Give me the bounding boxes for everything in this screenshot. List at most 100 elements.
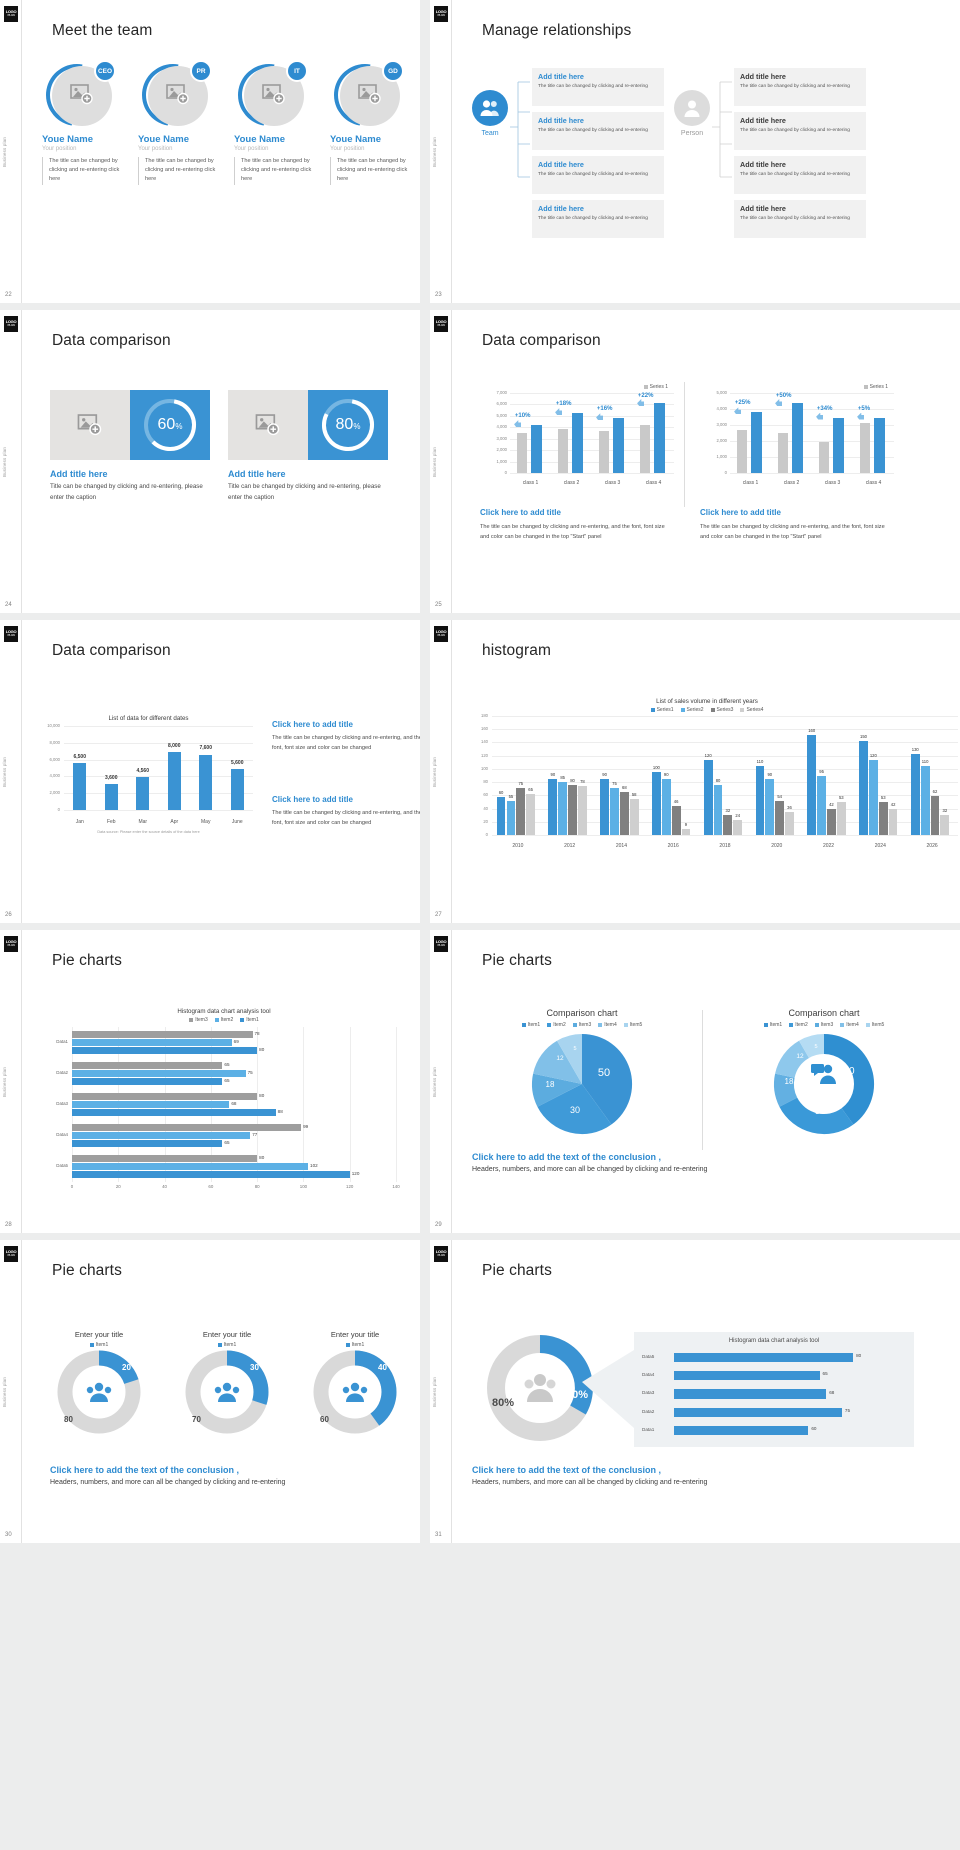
slide-rail: LOGO PLAN Business plan 25: [430, 310, 452, 613]
bar: [765, 778, 775, 835]
value-label: 90: [663, 771, 669, 777]
page-number: 31: [435, 1532, 442, 1538]
team-member[interactable]: GD Youe Name Your position The title can…: [321, 51, 418, 185]
bar: [568, 784, 577, 835]
y-tick: 180: [481, 713, 488, 718]
value-label: 3,600: [104, 774, 118, 781]
value-label: 65: [224, 1139, 230, 1145]
caption-title[interactable]: Click here to add title: [272, 720, 353, 729]
y-tick: 5,000: [496, 412, 507, 418]
relationship-card[interactable]: Add title here The title can be changed …: [734, 68, 866, 106]
value-label: 80: [259, 1093, 265, 1099]
conclusion-title[interactable]: Click here to add the text of the conclu…: [472, 1465, 662, 1475]
slide-27[interactable]: LOGO PLAN Business plan 27 histogram List…: [430, 620, 960, 930]
relationship-card[interactable]: Add title here The title can be changed …: [532, 68, 664, 106]
relationship-card[interactable]: Add title here The title can be changed …: [734, 112, 866, 150]
slide-23[interactable]: LOGO PLAN Business plan 23 Manage relatio…: [430, 0, 960, 310]
value-label: 120: [704, 752, 712, 758]
slide-30[interactable]: LOGO PLAN Business plan 30 Pie charts Ent…: [0, 1240, 420, 1550]
block-title[interactable]: Add title here: [50, 469, 108, 479]
legend-item: Item4: [840, 1022, 859, 1028]
bar: [674, 1371, 820, 1381]
card-title: Add title here: [740, 72, 786, 81]
avatar: PR: [129, 51, 217, 139]
slide-25[interactable]: LOGO PLAN Business plan 25 Data compariso…: [430, 310, 960, 620]
caption-title[interactable]: Click here to add title: [700, 508, 781, 517]
plot-area: 5,000 4,000 3,000 2,000 1,000 0 +25% +50% +34% +5…: [700, 390, 900, 479]
bar-blue: [792, 402, 803, 473]
people-icon: [480, 100, 499, 116]
comparison-block[interactable]: 80% Add title here Title can be changed …: [228, 390, 396, 504]
bar: [674, 1426, 809, 1436]
slide-22[interactable]: LOGO PLAN Business plan 22 Meet the team: [0, 0, 420, 310]
team-node[interactable]: Team: [472, 90, 508, 137]
value-label: 75: [518, 781, 524, 787]
caption-title[interactable]: Click here to add title: [272, 795, 353, 804]
callout-wedge: [582, 1350, 634, 1428]
card-body: The title can be changed by clicking and…: [538, 84, 648, 89]
chart-legend: Item1 Item2 Item3 Item4 Item5: [472, 1022, 692, 1028]
donut-left-label: 80%: [492, 1397, 514, 1409]
image-placeholder[interactable]: [50, 390, 130, 460]
x-tick: class 4: [865, 480, 882, 486]
value-label: 9: [684, 822, 688, 828]
rail-label: Business plan: [432, 1066, 437, 1097]
x-tick: Mar: [138, 819, 148, 825]
donut-block: Enter your title Item1 40 60: [296, 1330, 414, 1441]
bar: [619, 792, 629, 835]
relationship-card[interactable]: Add title here The title can be changed …: [532, 112, 664, 150]
caption-title[interactable]: Click here to add title: [480, 508, 561, 517]
page-number: 30: [5, 1532, 12, 1538]
relationship-card[interactable]: Add title here The title can be changed …: [734, 156, 866, 194]
slide-31[interactable]: LOGO PLAN Business plan 31 Pie charts 80%: [430, 1240, 960, 1550]
slide-29[interactable]: LOGO PLAN Business plan 29 Pie charts Com…: [430, 930, 960, 1240]
value-label: 150: [859, 734, 867, 740]
x-tick: 100: [299, 1184, 308, 1189]
logo-icon: LOGO PLAN: [4, 936, 18, 952]
relationship-card[interactable]: Add title here The title can be changed …: [734, 200, 866, 238]
conclusion-title[interactable]: Click here to add the text of the conclu…: [50, 1465, 240, 1475]
bar: [136, 776, 150, 810]
comparison-block[interactable]: 60% Add title here Title can be changed …: [50, 390, 218, 504]
donut-ring: [144, 399, 196, 451]
arrow-icon: [857, 412, 865, 420]
plot-area: 80 Data5 65 Data4 68 Data3 75 Data2 60 Data1: [642, 1348, 906, 1440]
donut-row: Enter your title Item1 20 80 Enter your titl…: [40, 1330, 414, 1441]
card-body: The title can be changed by clicking and…: [740, 128, 850, 133]
y-tick: 1,000: [496, 458, 507, 464]
team-member[interactable]: CEO Youe Name Your position The title ca…: [33, 51, 130, 185]
bar: [827, 808, 836, 835]
rail-label: Business plan: [2, 1066, 7, 1097]
x-tick: June: [231, 819, 243, 825]
image-placeholder[interactable]: [228, 390, 308, 460]
relationship-card[interactable]: Add title here The title can be changed …: [532, 156, 664, 194]
team-member[interactable]: PR Youe Name Your position The title can…: [129, 51, 226, 185]
y-tick: 6,000: [49, 756, 60, 762]
slide-26[interactable]: LOGO PLAN Business plan 26 Data compariso…: [0, 620, 420, 930]
histogram-chart: List of sales volume in different years …: [472, 698, 958, 853]
bar: [859, 741, 868, 835]
bar-grey: [818, 441, 830, 473]
y-tick: Data4: [642, 1371, 655, 1377]
conclusion-title[interactable]: Click here to add the text of the conclu…: [472, 1152, 662, 1162]
slide-24[interactable]: LOGO PLAN Business plan 24 Data compariso…: [0, 310, 420, 620]
y-tick: 4,000: [716, 406, 727, 411]
delta-label: +34%: [816, 405, 833, 412]
value-label: 6,500: [73, 753, 86, 760]
team-member[interactable]: IT Youe Name Your position The title can…: [225, 51, 322, 185]
x-tick: Apr: [170, 819, 179, 825]
bar: [674, 1407, 842, 1417]
slide-28[interactable]: LOGO PLAN Business plan 28 Pie charts His…: [0, 930, 420, 1240]
block-title[interactable]: Add title here: [228, 469, 286, 479]
legend-item: Item1: [521, 1022, 540, 1028]
relationship-card[interactable]: Add title here The title can be changed …: [532, 200, 664, 238]
bar: [72, 1124, 302, 1132]
bar: [72, 1171, 350, 1178]
x-tick: class 2: [563, 480, 580, 486]
y-tick: 2,000: [49, 790, 60, 796]
slide-rail: LOGO PLAN Business plan 31: [430, 1240, 452, 1543]
card-body: The title can be changed by clicking and…: [538, 172, 648, 177]
add-photo-icon: [166, 84, 189, 105]
person-node[interactable]: Person: [674, 90, 710, 137]
member-name: Youe Name: [330, 134, 382, 145]
